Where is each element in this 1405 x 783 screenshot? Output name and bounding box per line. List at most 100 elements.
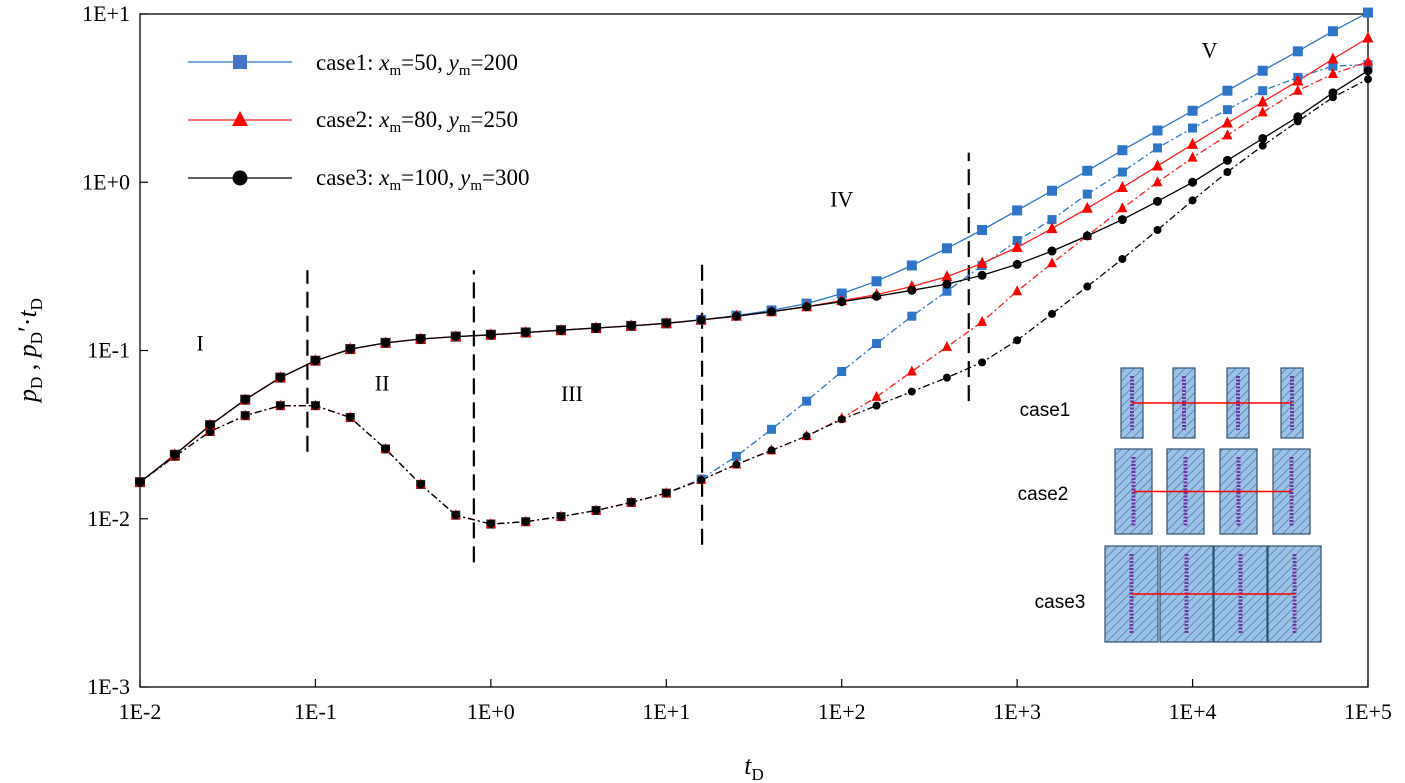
point-case1-derivative-21 — [872, 339, 882, 349]
regime-label-IV: IV — [830, 186, 853, 211]
point-case2-derivative-34 — [1327, 67, 1338, 78]
point-case3-derivative-29 — [1153, 226, 1162, 235]
x-axis-label: tD — [744, 751, 764, 783]
axes: 1E-2 1E-1 1E+0 1E+1 1E+2 1E+3 1E+4 1E+51E-31E-2… — [82, 1, 1392, 724]
inset-row-case2: case2 — [1018, 448, 1311, 535]
point-case3-26 — [1047, 246, 1057, 256]
point-case3-derivative-27 — [1083, 282, 1092, 291]
inset-label-case3: case3 — [1035, 592, 1086, 613]
legend-label-case1: case1: xm=50, ym=200 — [316, 50, 518, 79]
flow-regime-boundaries — [306, 152, 970, 563]
point-case3-derivative-16 — [697, 475, 706, 484]
point-case2-derivative-24 — [977, 315, 988, 326]
point-case2-31 — [1221, 116, 1233, 128]
y-tick-label-2: 1E-1 — [87, 338, 130, 363]
point-case3-derivative-15 — [662, 489, 671, 498]
point-case1-32 — [1257, 65, 1268, 76]
inset-label-case1: case1 — [1020, 400, 1071, 421]
point-case2-28 — [1116, 181, 1128, 193]
point-case3-22 — [907, 285, 917, 295]
point-case3-derivative-23 — [942, 373, 951, 382]
point-case2-derivative-35 — [1363, 55, 1373, 66]
legend-label-case3: case3: xm=100, ym=300 — [316, 165, 529, 194]
point-case1-derivative-17 — [731, 451, 741, 461]
inset-row-case3: case3 — [1035, 545, 1322, 643]
point-case3-16 — [696, 315, 706, 325]
regime-label-V: V — [1202, 38, 1218, 63]
point-case3-9 — [451, 332, 461, 342]
point-case3-derivative-26 — [1047, 309, 1056, 318]
point-case1-25 — [1012, 205, 1023, 216]
point-case3-15 — [661, 318, 671, 328]
point-case3-derivative-20 — [837, 415, 846, 424]
point-case3-derivative-14 — [627, 498, 636, 507]
point-case1-30 — [1187, 105, 1198, 116]
point-case1-derivative-31 — [1222, 105, 1232, 115]
point-case1-22 — [906, 260, 917, 271]
point-case3-35 — [1363, 66, 1373, 76]
x-tick-label-5: 1E+3 — [993, 699, 1041, 724]
point-case3-34 — [1328, 88, 1338, 98]
point-case2-derivative-28 — [1117, 202, 1128, 213]
point-case1-derivative-27 — [1082, 189, 1092, 199]
series-case3-derivative — [139, 78, 1369, 525]
y-tick-label-4: 1E+1 — [82, 1, 130, 26]
point-case3-0 — [135, 477, 145, 487]
point-case2-derivative-25 — [1012, 285, 1023, 296]
legend-entry-case2: case2: xm=80, ym=250 — [188, 107, 518, 136]
point-case1-27 — [1082, 165, 1093, 176]
point-case2-27 — [1081, 201, 1093, 213]
point-case1-33 — [1292, 46, 1303, 57]
point-case1-35 — [1363, 7, 1373, 18]
point-case2-derivative-23 — [941, 340, 952, 351]
point-case3-33 — [1293, 112, 1303, 122]
point-case1-derivative-20 — [837, 367, 847, 377]
point-case3-derivative-10 — [486, 520, 495, 529]
point-case2-30 — [1187, 137, 1199, 149]
legend-marker-case2 — [232, 111, 248, 126]
point-case1-31 — [1222, 85, 1233, 96]
point-case3-derivative-13 — [592, 506, 601, 515]
point-case2-derivative-33 — [1292, 84, 1303, 95]
point-case2-35 — [1362, 31, 1374, 43]
point-case2-26 — [1046, 222, 1058, 234]
series-line-case3-derivative — [139, 78, 1369, 525]
point-case3-derivative-25 — [1013, 336, 1022, 345]
point-case1-derivative-34 — [1328, 61, 1338, 71]
x-tick-label-7: 1E+5 — [1344, 699, 1392, 724]
series-line-case3 — [139, 70, 1369, 483]
legend-marker-case1 — [233, 55, 247, 69]
point-case3-29 — [1152, 196, 1162, 206]
x-tick-label-4: 1E+2 — [818, 699, 866, 724]
point-case1-derivative-25 — [1012, 236, 1022, 246]
point-case3-18 — [767, 307, 777, 317]
x-tick-label-3: 1E+1 — [642, 699, 690, 724]
point-case3-28 — [1117, 215, 1127, 225]
x-tick-label-0: 1E-2 — [119, 699, 162, 724]
point-case3-derivative-30 — [1188, 196, 1197, 205]
point-case1-20 — [836, 288, 847, 299]
point-case3-derivative-32 — [1258, 141, 1267, 150]
inset-label-case2: case2 — [1018, 484, 1069, 505]
point-case2-25 — [1011, 240, 1023, 252]
legend-label-case2: case2: xm=80, ym=250 — [316, 107, 518, 136]
point-case3-derivative-24 — [978, 358, 987, 367]
point-case3-25 — [1012, 259, 1022, 269]
point-case1-23 — [941, 243, 952, 254]
point-case3-2 — [205, 420, 215, 430]
point-case1-34 — [1327, 26, 1338, 37]
point-case3-1 — [170, 450, 180, 460]
point-case3-6 — [345, 344, 355, 354]
point-case3-derivative-5 — [311, 401, 320, 410]
point-case3-12 — [556, 325, 566, 335]
x-tick-label-2: 1E+0 — [467, 699, 515, 724]
point-case3-8 — [416, 334, 426, 344]
point-case3-derivative-4 — [276, 401, 285, 410]
point-case2-24 — [976, 256, 988, 268]
y-tick-label-0: 1E-3 — [87, 674, 130, 699]
point-case3-24 — [977, 270, 987, 280]
point-case3-derivative-6 — [346, 413, 355, 422]
point-case3-21 — [872, 291, 882, 301]
